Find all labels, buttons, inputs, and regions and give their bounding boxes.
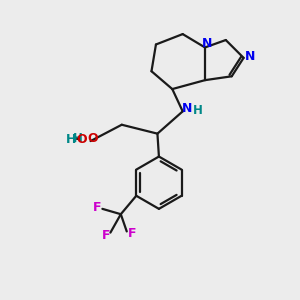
Text: F: F [93, 201, 101, 214]
Text: O: O [88, 132, 98, 145]
Text: N: N [245, 50, 255, 63]
Text: F: F [101, 229, 110, 242]
Text: N: N [202, 37, 213, 50]
Text: H: H [193, 104, 203, 117]
Text: H: H [73, 132, 83, 145]
Text: ·: · [74, 133, 79, 146]
Text: O: O [76, 133, 87, 146]
Text: F: F [128, 227, 136, 240]
Text: N: N [182, 102, 192, 115]
Text: H: H [66, 133, 76, 146]
